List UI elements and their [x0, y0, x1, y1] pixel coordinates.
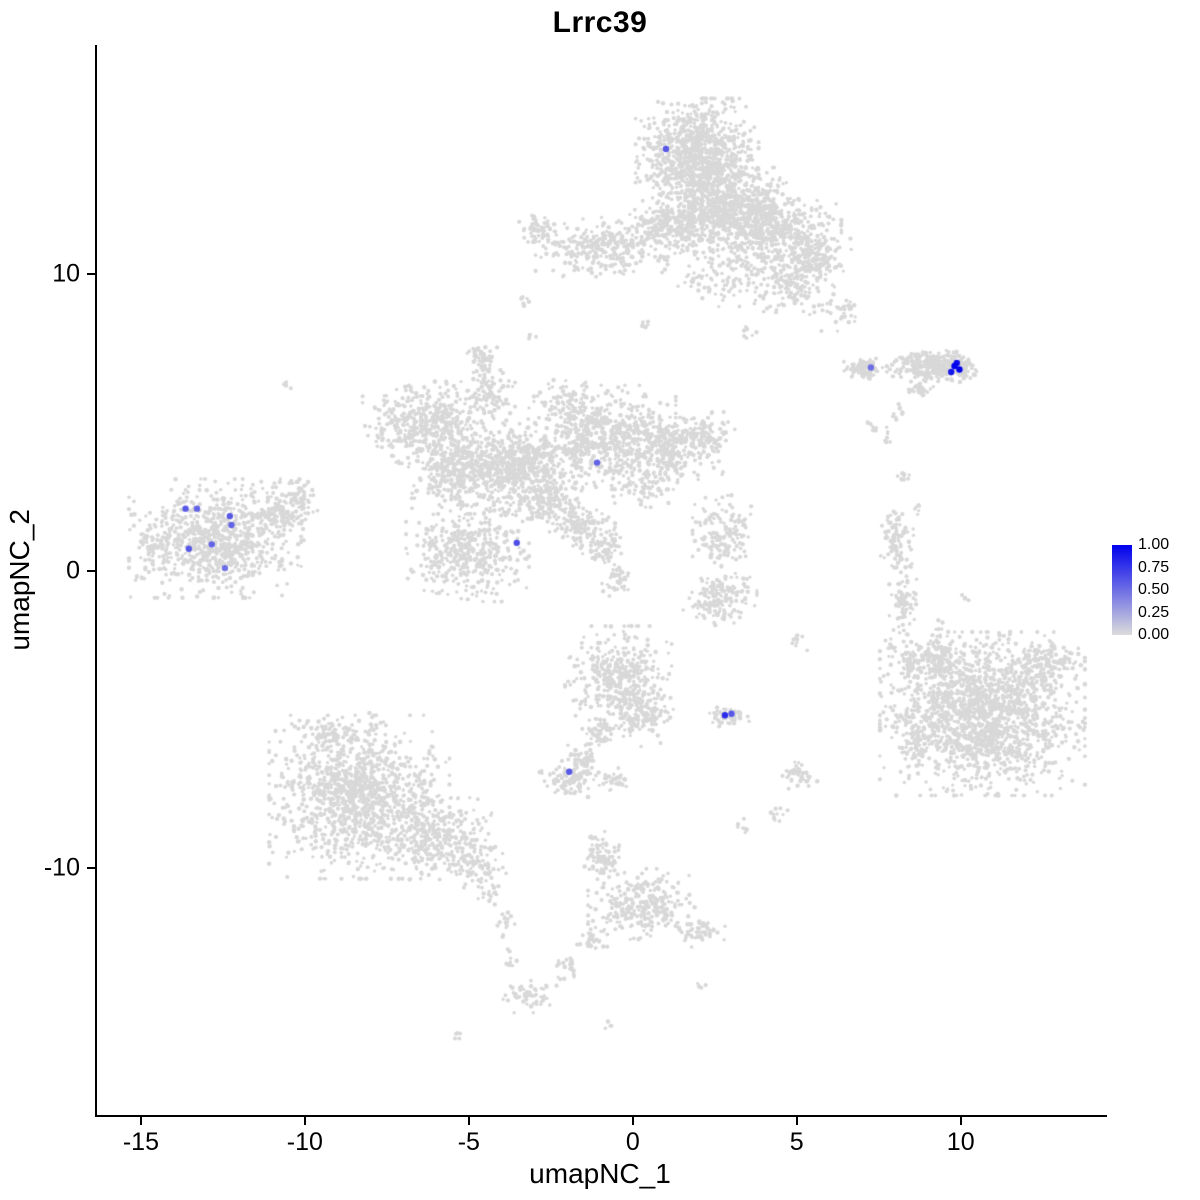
y-axis-tick-label: 0	[66, 556, 80, 585]
legend-tick-label: 1.00	[1138, 536, 1170, 553]
y-axis-tick-label: -10	[43, 853, 80, 882]
x-axis-tick-label: -10	[286, 1128, 323, 1156]
x-axis-tick	[303, 1117, 306, 1125]
x-axis-tick	[139, 1117, 142, 1125]
x-axis-label: umapNC_1	[529, 1158, 671, 1189]
x-axis-tick-label: 5	[789, 1128, 804, 1156]
x-axis-tick	[795, 1117, 798, 1125]
umap-scatter-canvas	[97, 45, 1107, 1115]
legend-tick-label: 0.00	[1138, 626, 1170, 643]
x-axis-tick	[631, 1117, 634, 1125]
plot-title: Lrrc39	[552, 6, 648, 39]
y-axis-tick-label: 10	[52, 259, 80, 288]
x-axis-tick	[959, 1117, 962, 1125]
y-axis-tick	[87, 272, 95, 275]
x-axis-tick-label: 0	[625, 1128, 640, 1156]
expression-legend: 1.00 0.75 0.50 0.25 0.00	[1112, 536, 1200, 643]
x-axis-tick	[467, 1117, 470, 1125]
x-axis-tick-label: 10	[946, 1128, 975, 1156]
y-axis-tick	[87, 867, 95, 870]
x-axis-tick-label: -5	[457, 1128, 480, 1156]
legend-tick-label: 0.75	[1138, 558, 1170, 576]
legend-gradient-bar	[1112, 545, 1132, 635]
legend-tick-label: 0.25	[1138, 603, 1170, 621]
x-axis-tick-label: -15	[122, 1128, 159, 1156]
plot-panel	[95, 45, 1107, 1117]
y-axis-tick	[87, 570, 95, 573]
legend-tick-label: 0.50	[1138, 581, 1170, 598]
